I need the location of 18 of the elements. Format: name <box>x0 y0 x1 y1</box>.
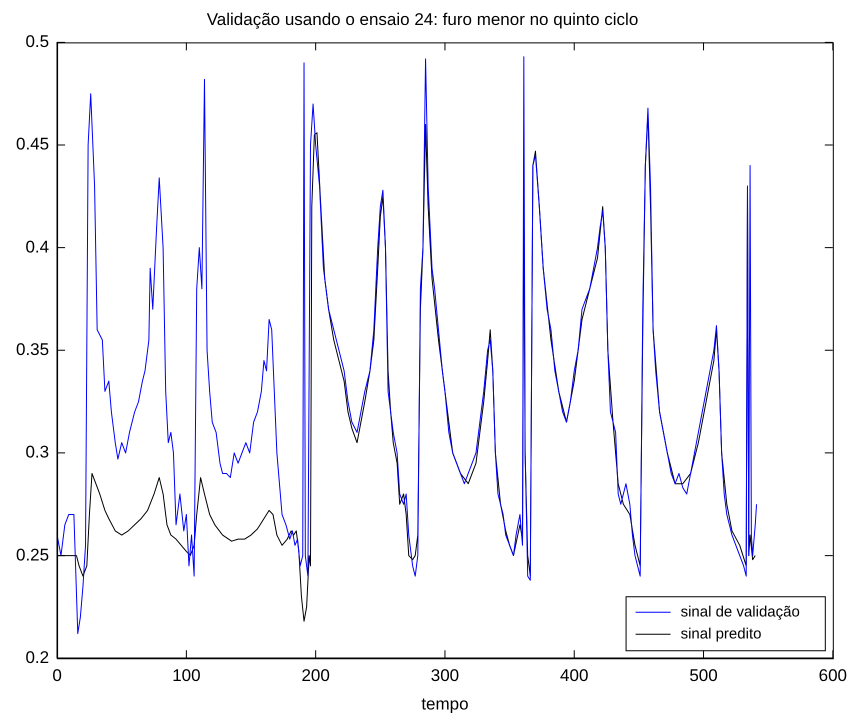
legend-label: sinal predito <box>680 625 762 642</box>
y-tick-label: 0.35 <box>16 340 50 359</box>
x-tick-label: 500 <box>689 666 718 686</box>
y-tick-label: 0.3 <box>25 442 50 462</box>
x-tick-label: 600 <box>818 666 848 686</box>
x-axis-title: tempo <box>421 694 469 714</box>
x-tick-label: 100 <box>172 666 201 686</box>
chart-title: Validação usando o ensaio 24: furo menor no quinto ciclo <box>206 10 638 29</box>
y-tick-label: 0.4 <box>25 237 50 256</box>
y-tick-label: 0.2 <box>25 648 50 667</box>
legend-label: sinal de validação <box>680 603 800 620</box>
x-tick-label: 200 <box>301 666 330 686</box>
y-tick-label: 0.45 <box>16 134 50 154</box>
x-tick-label: 300 <box>430 666 460 686</box>
x-tick-label: 400 <box>560 666 588 686</box>
x-tick-label: 0 <box>52 666 62 686</box>
y-tick-label: 0.5 <box>25 32 50 52</box>
y-tick-label: 0.25 <box>16 545 50 564</box>
